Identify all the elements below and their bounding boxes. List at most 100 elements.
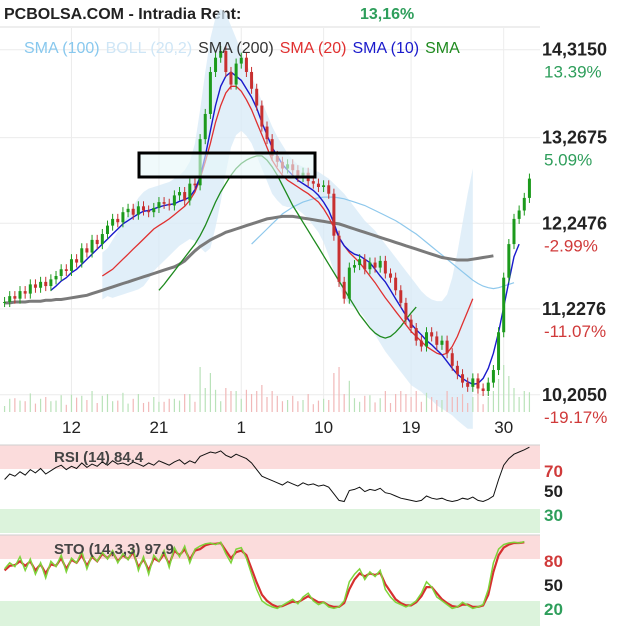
volume-bar <box>405 394 407 412</box>
volume-bar <box>261 385 263 412</box>
volume-bar <box>451 397 453 412</box>
candle-body <box>471 378 475 387</box>
volume-bar <box>369 395 371 412</box>
volume-bar <box>307 394 309 412</box>
candle-body <box>23 291 27 294</box>
date-axis: 12 21 1 10 19 30 <box>62 418 513 437</box>
candle-body <box>157 202 161 208</box>
candle-body <box>13 296 17 299</box>
candle-body <box>322 185 326 187</box>
candle-body <box>419 340 423 347</box>
volume-bar <box>482 404 484 412</box>
candle-body <box>131 208 135 215</box>
volume-bar <box>297 401 299 412</box>
candle-body <box>172 195 176 206</box>
volume-bar <box>292 395 294 412</box>
chart-title: PCBOLSA.COM - Intradia Rent: <box>4 6 241 23</box>
candle-body <box>100 234 104 245</box>
volume-bar <box>276 395 278 412</box>
legend-item: SMA <box>425 40 460 57</box>
volume-bar <box>153 397 155 412</box>
volume-bar <box>436 400 438 412</box>
candle-body <box>440 340 444 345</box>
bollinger-band-area <box>102 9 473 429</box>
pct-tick-label: -11.07% <box>544 322 606 341</box>
candle-body <box>152 207 156 213</box>
volume-bar <box>106 394 109 412</box>
candle-body <box>178 192 182 196</box>
candle-body <box>142 206 146 211</box>
volume-bar <box>9 398 11 412</box>
rsi-level-label: 70 <box>544 462 563 481</box>
volume-bar <box>487 397 489 412</box>
candle-body <box>85 248 89 253</box>
pct-tick-label: 5.09% <box>544 151 592 170</box>
candle-body <box>18 291 22 299</box>
volume-bar <box>55 400 57 412</box>
pct-tick-label: -2.99% <box>544 236 598 255</box>
volume-bar <box>50 401 52 412</box>
candle-body <box>486 382 490 392</box>
candle-body <box>332 193 336 236</box>
candle-body <box>507 244 511 278</box>
price-tick-label: 14,3150 <box>542 40 607 60</box>
candle-body <box>517 210 521 219</box>
volume-bar <box>34 403 37 412</box>
volume-bar <box>65 404 67 412</box>
volume-bar <box>364 395 366 412</box>
volume-bar <box>112 401 114 412</box>
volume-bar <box>76 397 78 412</box>
volume-bar <box>230 391 232 412</box>
volume-bar <box>384 391 386 412</box>
volume-bar <box>523 391 525 412</box>
volume-bar <box>472 397 474 412</box>
candle-body <box>399 290 403 303</box>
indicator-legend: SMA (100) BOLL (20,2) SMA (200) SMA (20) SMA… <box>24 40 460 57</box>
sto-label: STO (14,3,3) 97.9 <box>54 541 174 558</box>
volume-bar <box>189 394 191 412</box>
volume-bar <box>86 400 88 412</box>
date-tick-label: 21 <box>149 418 168 437</box>
price-tick-label: 11,2276 <box>542 299 606 319</box>
volume-bar <box>96 403 98 412</box>
volume-bar <box>374 402 376 412</box>
candle-body <box>33 284 37 288</box>
candle-body <box>188 183 192 201</box>
volume-bar <box>410 397 412 412</box>
candle-body <box>49 279 53 287</box>
candle-body <box>497 332 501 371</box>
candle-body <box>311 181 315 184</box>
volume-bar <box>343 394 345 412</box>
candle-body <box>193 183 197 186</box>
volume-bar <box>91 391 93 412</box>
volume-bar <box>271 391 273 412</box>
candle-body <box>491 370 495 383</box>
candle-body <box>383 260 387 274</box>
volume-bar <box>158 401 160 412</box>
candle-body <box>414 328 418 341</box>
sto-panel: STO (14,3,3) 97.9 80 50 20 <box>0 534 563 626</box>
volume-bar <box>359 401 361 412</box>
volume-bar <box>256 391 258 412</box>
volume-bar <box>518 397 520 412</box>
legend-item: SMA (10) <box>352 40 419 57</box>
volume-bar <box>225 388 227 412</box>
candle-body <box>358 259 362 266</box>
sma-green-line <box>158 155 417 339</box>
candle-body <box>234 63 238 85</box>
volume-bar <box>312 404 314 412</box>
candle-body <box>255 88 259 106</box>
volume-bar <box>137 394 139 412</box>
volume-bar <box>528 392 531 412</box>
candle-body <box>466 382 470 387</box>
candle-body <box>378 260 382 268</box>
candle-body <box>388 273 392 278</box>
rsi-line <box>4 446 530 503</box>
volume-bar <box>497 379 500 412</box>
volume-bar <box>266 397 268 412</box>
candle-body <box>54 275 58 280</box>
candle-body <box>394 277 398 291</box>
